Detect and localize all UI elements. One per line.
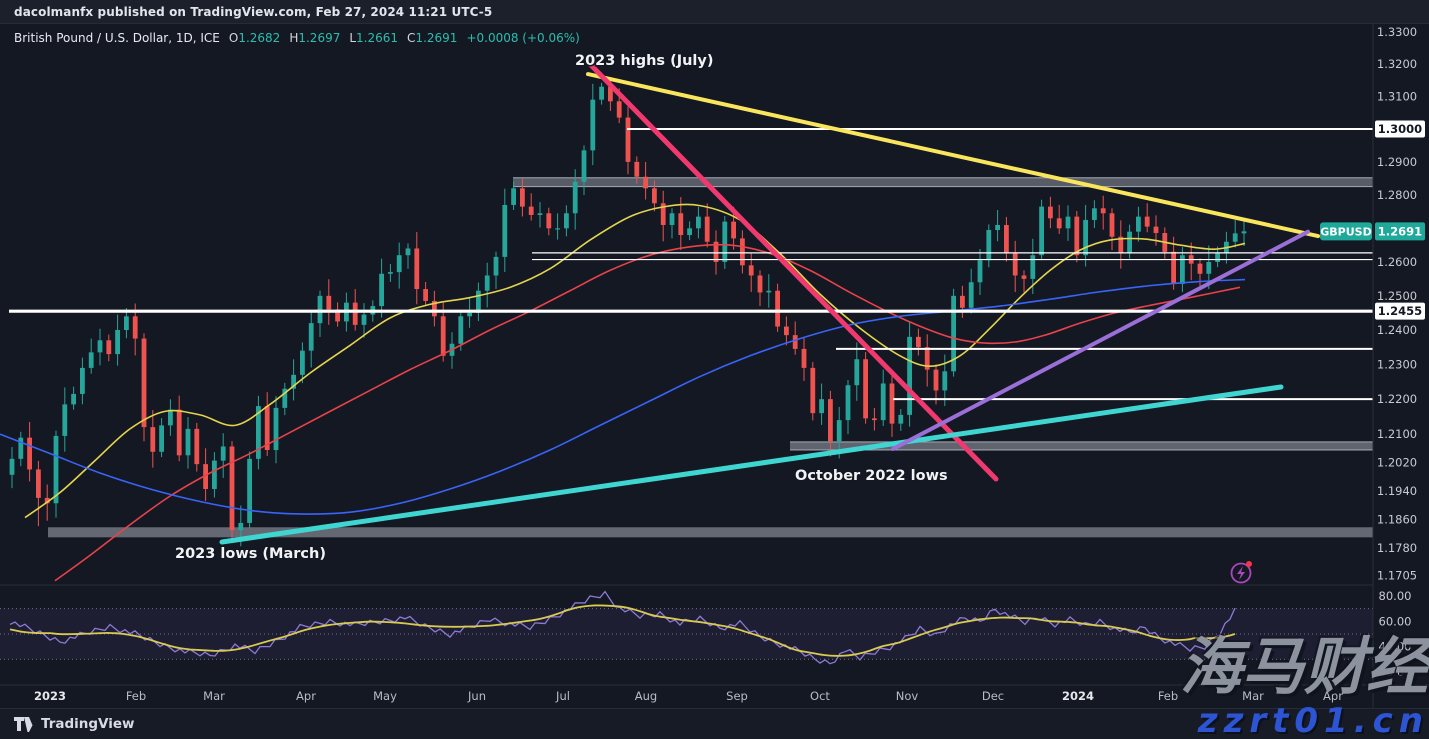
- price-level-label-box: [1375, 120, 1425, 138]
- publish-header: dacolmanfx published on TradingView.com,…: [0, 0, 1429, 24]
- publish-line: dacolmanfx published on TradingView.com,…: [14, 4, 493, 19]
- rsi-tick: 40.00: [1379, 640, 1412, 654]
- ohlc-close: C 1.2691: [407, 31, 458, 45]
- footer-bar: TradingView: [0, 708, 1429, 739]
- price-tick: 1.2100: [1377, 427, 1417, 441]
- trendline-descending-yellow[interactable]: [586, 72, 1320, 239]
- annotation-0: 2023 highs (July): [575, 53, 713, 69]
- symbol-title: British Pound / U.S. Dollar, 1D, ICE: [14, 31, 220, 45]
- time-tick: May: [373, 689, 397, 703]
- price-tick: 1.2600: [1377, 255, 1417, 269]
- last-price-symbol: GBPUSD: [1320, 225, 1371, 238]
- time-axis[interactable]: 2023 Feb Mar Apr May Jun Jul Aug Sep Oct Nov Dec 202…: [34, 689, 1343, 703]
- price-tick: 1.3300: [1377, 25, 1417, 39]
- ma-fast-yellow: [24, 203, 1246, 519]
- resistance-band-1: [790, 441, 1373, 451]
- ma-slow-blue: [0, 278, 1246, 515]
- ohlc-open: O 1.2682: [228, 31, 281, 45]
- price-level-label-box: [1375, 302, 1425, 320]
- price-tick: 1.2800: [1377, 188, 1417, 202]
- time-tick: Feb: [126, 689, 146, 703]
- ohlc-low: L 1.2661: [349, 31, 399, 45]
- price-tick: 1.2300: [1377, 357, 1417, 371]
- watermark-url: zzrt01.cn: [1197, 701, 1429, 739]
- time-tick: Sep: [726, 689, 748, 703]
- time-tick: Jun: [467, 689, 486, 703]
- symbol-info-bar: British Pound / U.S. Dollar, 1D, ICE O 1.…: [14, 30, 580, 46]
- annotation-2: 2023 lows (March): [175, 546, 326, 562]
- price-tick: 1.2020: [1377, 455, 1417, 469]
- rsi-tick: 20.00: [1379, 665, 1412, 679]
- ma-mid-red: [54, 243, 1241, 582]
- time-tick: Nov: [896, 689, 919, 703]
- price-pane: 2023 highs (July) October 2022 lows 2023 l…: [0, 52, 1373, 582]
- time-tick: 2024: [1062, 689, 1094, 703]
- time-tick: Mar: [1242, 689, 1264, 703]
- time-tick: Aug: [635, 689, 657, 703]
- last-price-value: 1.2691: [1378, 224, 1422, 238]
- price-tick: 1.1780: [1377, 541, 1417, 555]
- price-tick: 1.2400: [1377, 323, 1417, 337]
- price-tick: 1.1860: [1377, 512, 1417, 526]
- price-tick: 1.2200: [1377, 392, 1417, 406]
- price-tick: 1.3100: [1377, 89, 1417, 103]
- rsi-ma-line: [9, 604, 1236, 657]
- price-tick: 1.1940: [1377, 484, 1417, 498]
- watermark-cjk: 海马财经: [1179, 630, 1428, 703]
- price-tick: 1.1705: [1377, 568, 1417, 582]
- time-tick: Mar: [203, 689, 225, 703]
- price-level-label: 1.2455: [1378, 304, 1422, 318]
- price-change: +0.0008 (+0.06%): [466, 31, 580, 45]
- trendline-ascending-purple[interactable]: [891, 229, 1310, 451]
- trendline-descending-pink[interactable]: [587, 61, 999, 482]
- price-level-label: 1.3000: [1378, 122, 1422, 136]
- flash-ideas-icon[interactable]: [1230, 561, 1253, 584]
- time-tick: 2023: [34, 689, 66, 703]
- time-tick: Apr: [296, 689, 316, 703]
- resistance-band-0: [513, 177, 1373, 187]
- rsi-tick: 60.00: [1379, 614, 1412, 628]
- time-tick: Jul: [555, 689, 570, 703]
- price-tick: 1.2900: [1377, 155, 1417, 169]
- time-tick: Feb: [1158, 689, 1178, 703]
- trendline-ascending-cyan[interactable]: [219, 384, 1284, 545]
- tradingview-brand[interactable]: TradingView: [41, 716, 135, 732]
- price-axis[interactable]: 1.3300 1.3200 1.3100 1.2900 1.2800 1.2600 1.25…: [1375, 25, 1425, 679]
- price-tick: 1.3200: [1377, 57, 1417, 71]
- last-price-label: GBPUSD 1.2691: [1320, 222, 1425, 241]
- tradingview-logo-icon[interactable]: [14, 716, 33, 732]
- resistance-band-2: [48, 527, 1373, 538]
- time-tick: Apr: [1323, 689, 1343, 703]
- time-tick: Oct: [810, 689, 830, 703]
- rsi-tick: 80.00: [1379, 589, 1412, 603]
- annotation-1: October 2022 lows: [795, 468, 948, 484]
- indicator-pane: [0, 590, 1373, 665]
- ohlc-high: H 1.2697: [289, 31, 341, 45]
- price-tick: 1.2500: [1377, 289, 1417, 303]
- candles: [9, 77, 1247, 547]
- time-tick: Dec: [982, 689, 1004, 703]
